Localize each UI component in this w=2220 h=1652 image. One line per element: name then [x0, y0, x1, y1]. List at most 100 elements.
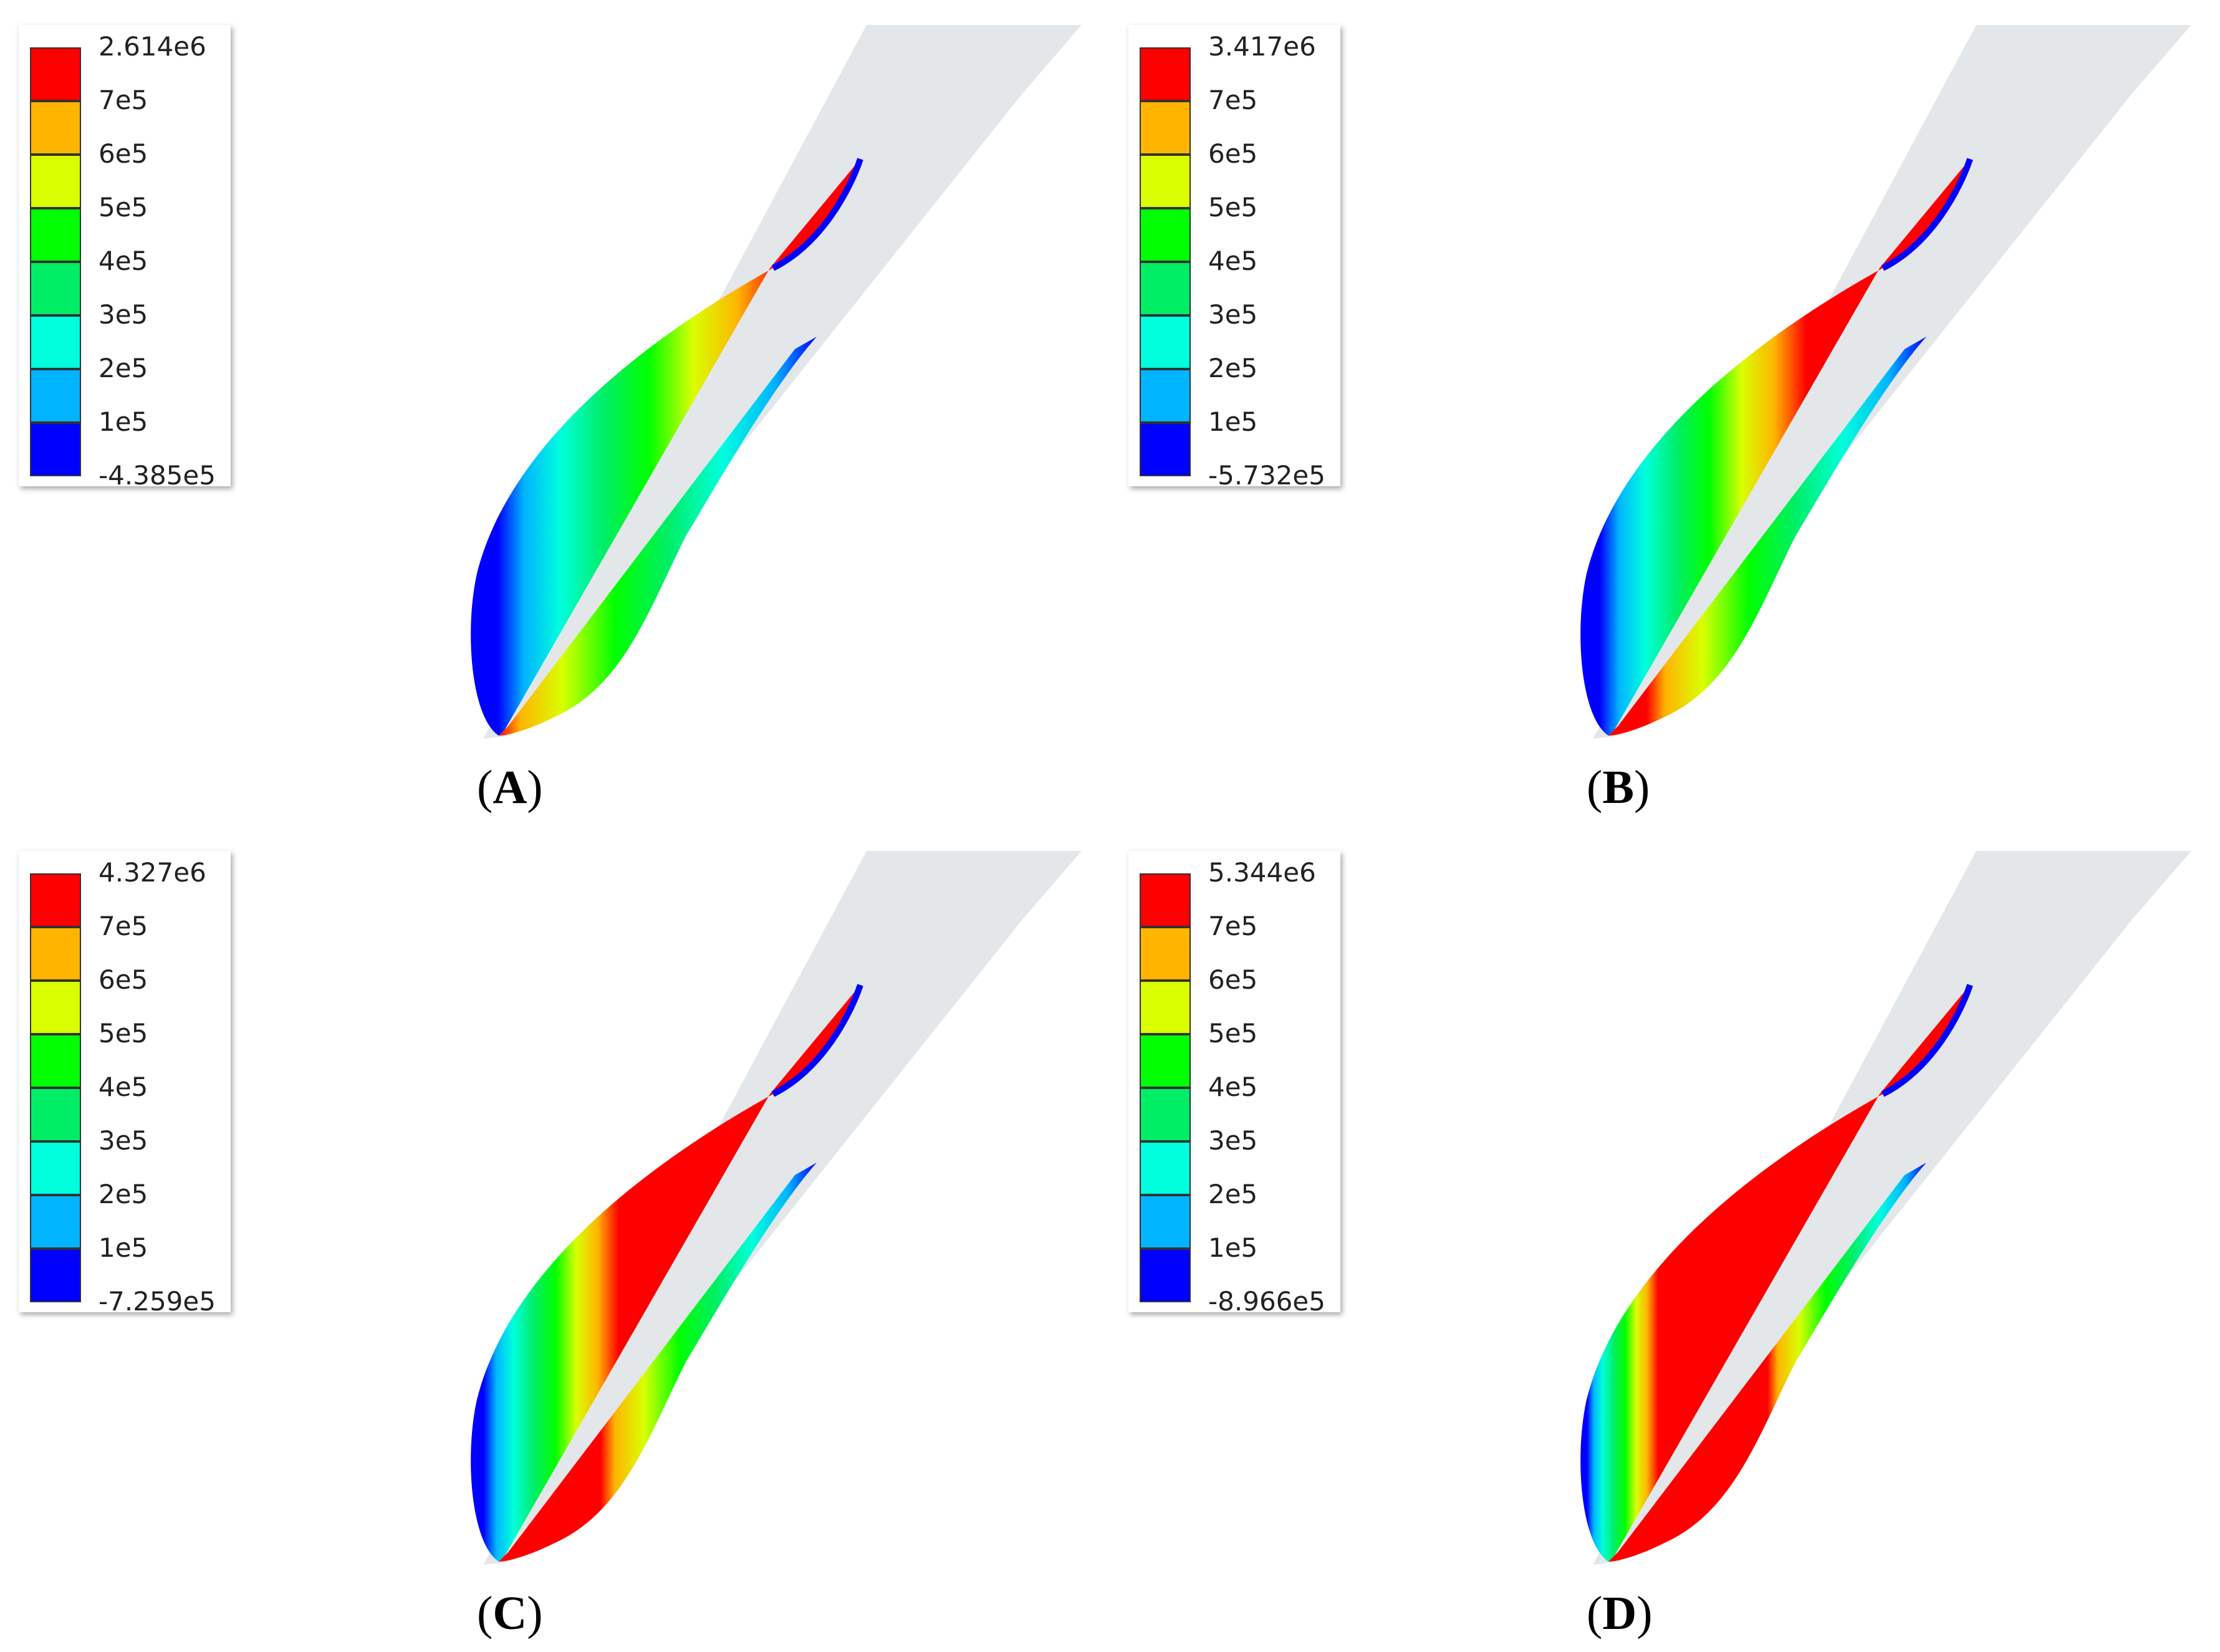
contour-plot — [1580, 851, 2191, 1565]
blade — [483, 851, 1082, 1565]
legend-swatch — [1140, 1088, 1191, 1141]
legend-tick-label: 4e5 — [99, 1072, 148, 1102]
legend-swatch — [30, 262, 81, 315]
panel-caption-letter: B — [1602, 761, 1635, 814]
legend-tick-label: 1e5 — [1208, 1232, 1258, 1263]
legend-tick-label: 6e5 — [99, 964, 148, 995]
blade — [1593, 851, 2191, 1565]
leading-edge-band — [771, 158, 863, 271]
legend-swatch — [30, 155, 81, 208]
panel-b: 3.417e6 7e5 6e5 5e5 4e5 3e5 2e5 1e5 -5.732e5 (B) — [1110, 0, 2219, 826]
legend-swatch — [30, 1195, 81, 1249]
legend-tick-label: 5e5 — [1208, 192, 1258, 223]
legend-tick-label: 6e5 — [99, 138, 148, 169]
legend-swatch — [30, 423, 81, 476]
legend-min-label: -4.385e5 — [99, 460, 216, 491]
legend-swatch — [30, 1088, 81, 1141]
upper-pressure-region — [471, 159, 860, 736]
legend-max-label: 2.614e6 — [99, 31, 206, 62]
legend-tick-label: 7e5 — [1208, 85, 1258, 115]
contour-plot — [471, 851, 1082, 1565]
legend-tick-label: 3e5 — [99, 1125, 148, 1156]
lower-pressure-region — [499, 1163, 817, 1562]
legend-tick-label: 4e5 — [1208, 1072, 1258, 1102]
legend-tick-label: 4e5 — [1208, 246, 1258, 276]
legend-swatch — [30, 208, 81, 262]
legend-swatch — [1140, 208, 1191, 262]
legend-swatch — [1140, 262, 1191, 315]
legend-tick-label: 1e5 — [99, 406, 148, 437]
legend-swatch — [30, 101, 81, 155]
leading-edge-band — [771, 984, 863, 1097]
legend-tick-label: 5e5 — [1208, 1018, 1258, 1049]
panel-caption: (C) — [477, 1587, 543, 1640]
legend-swatch — [30, 369, 81, 423]
leading-edge-band — [1881, 158, 1973, 271]
panel-c: 4.327e6 7e5 6e5 5e5 4e5 3e5 2e5 1e5 -7.259e5 (C) — [0, 826, 1110, 1652]
legend-tick-label: 1e5 — [99, 1232, 148, 1263]
legend-swatch — [30, 873, 81, 927]
legend-swatch — [30, 315, 81, 369]
contour-plot — [471, 25, 1082, 739]
legend-max-label: 3.417e6 — [1208, 31, 1316, 62]
panel-caption-letter: D — [1602, 1587, 1637, 1640]
lower-pressure-region — [499, 337, 817, 736]
legend-swatch — [30, 927, 81, 981]
legend-swatch — [1140, 47, 1191, 101]
blade — [483, 25, 1082, 739]
legend-swatch — [1140, 155, 1191, 208]
legend-swatch — [30, 981, 81, 1034]
legend-swatch — [1140, 369, 1191, 423]
legend-max-label: 5.344e6 — [1208, 857, 1316, 888]
legend-swatch — [30, 47, 81, 101]
legend-tick-label: 2e5 — [1208, 1179, 1258, 1209]
legend-swatch — [30, 1141, 81, 1195]
legend-swatch — [1140, 1195, 1191, 1249]
blade — [1593, 25, 2191, 739]
color-legend: 2.614e6 7e5 6e5 5e5 4e5 3e5 2e5 1e5 -4.385e5 — [19, 25, 231, 491]
panel-a: 2.614e6 7e5 6e5 5e5 4e5 3e5 2e5 1e5 -4.385e5 (A) — [0, 0, 1110, 826]
legend-tick-label: 2e5 — [99, 1179, 148, 1209]
legend-tick-label: 4e5 — [99, 246, 148, 276]
panel-caption: (B) — [1587, 761, 1650, 814]
legend-swatch — [30, 1034, 81, 1088]
legend-swatch — [1140, 1249, 1191, 1302]
legend-min-label: -8.966e5 — [1208, 1286, 1325, 1317]
upper-pressure-region — [471, 985, 860, 1562]
legend-tick-label: 6e5 — [1208, 138, 1258, 169]
color-legend: 5.344e6 7e5 6e5 5e5 4e5 3e5 2e5 1e5 -8.966e5 — [1128, 851, 1340, 1317]
legend-swatch — [1140, 981, 1191, 1034]
legend-swatch — [1140, 315, 1191, 369]
legend-tick-label: 2e5 — [1208, 353, 1258, 383]
color-legend: 3.417e6 7e5 6e5 5e5 4e5 3e5 2e5 1e5 -5.732e5 — [1128, 25, 1340, 491]
panel-caption: (D) — [1587, 1587, 1653, 1640]
lower-pressure-region — [1608, 1163, 1926, 1562]
legend-tick-label: 7e5 — [99, 85, 148, 115]
panel-caption-letter: A — [493, 761, 527, 814]
leading-edge-band — [1881, 984, 1973, 1097]
legend-swatch — [30, 1249, 81, 1302]
legend-tick-label: 3e5 — [1208, 299, 1258, 330]
legend-tick-label: 7e5 — [99, 911, 148, 941]
legend-max-label: 4.327e6 — [99, 857, 206, 888]
legend-swatch — [1140, 101, 1191, 155]
panel-d: 5.344e6 7e5 6e5 5e5 4e5 3e5 2e5 1e5 -8.966e5 (D) — [1110, 826, 2219, 1652]
legend-swatch — [1140, 1034, 1191, 1088]
color-legend: 4.327e6 7e5 6e5 5e5 4e5 3e5 2e5 1e5 -7.259e5 — [19, 851, 231, 1317]
legend-tick-label: 6e5 — [1208, 964, 1258, 995]
legend-tick-label: 2e5 — [99, 353, 148, 383]
upper-pressure-region — [1580, 985, 1970, 1562]
panel-caption-letter: C — [493, 1587, 527, 1640]
legend-tick-label: 3e5 — [99, 299, 148, 330]
panel-caption: (A) — [477, 761, 543, 814]
legend-swatch — [1140, 1141, 1191, 1195]
legend-swatch — [1140, 927, 1191, 981]
legend-tick-label: 7e5 — [1208, 911, 1258, 941]
contour-plot — [1580, 25, 2191, 739]
legend-tick-label: 5e5 — [99, 1018, 148, 1049]
legend-min-label: -7.259e5 — [99, 1286, 216, 1317]
legend-tick-label: 5e5 — [99, 192, 148, 223]
legend-tick-label: 3e5 — [1208, 1125, 1258, 1156]
legend-tick-label: 1e5 — [1208, 406, 1258, 437]
legend-min-label: -5.732e5 — [1208, 460, 1325, 491]
